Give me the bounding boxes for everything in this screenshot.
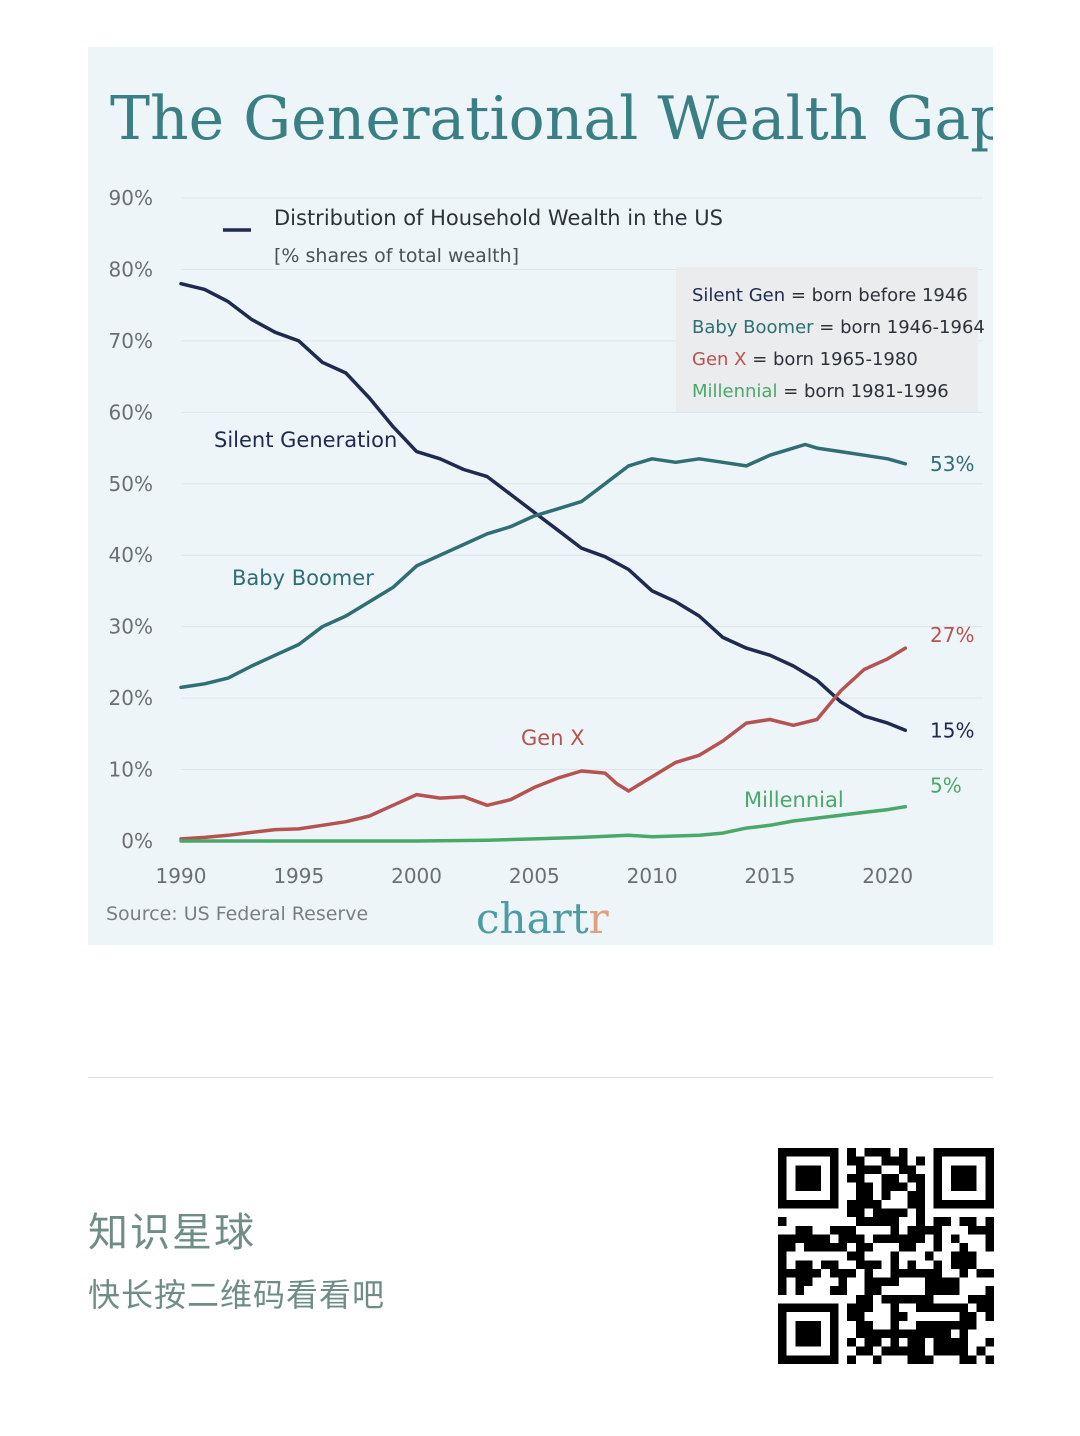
chart-card: The Generational Wealth Gap 0% 10% 20% 30% 40…: [88, 47, 993, 945]
series-end-label: 5%: [930, 774, 962, 798]
series-label: Gen X: [521, 726, 585, 750]
key-generation-years: = born 1965-1980: [746, 349, 917, 370]
y-tick-label: 20%: [109, 686, 153, 710]
y-tick-label: 80%: [109, 257, 153, 281]
key-generation-name: Silent Gen: [692, 285, 785, 306]
series-label: Silent Generation: [214, 428, 397, 452]
legend-heading: Distribution of Household Wealth in the …: [274, 206, 723, 230]
series-end-label: 53%: [930, 452, 974, 476]
series-line-baby-boomer: [179, 442, 908, 690]
y-tick-label: 50%: [109, 472, 153, 496]
x-tick-label: 2015: [744, 864, 795, 888]
key-generation-years: = born 1981-1996: [777, 381, 948, 402]
x-tick-label: 2000: [391, 864, 442, 888]
y-tick-label: 40%: [109, 543, 153, 567]
x-tick-label: 1995: [273, 864, 324, 888]
promo-title: 知识星球: [88, 1210, 256, 1256]
x-tick-label: 2010: [627, 864, 678, 888]
key-generation-name: Gen X: [692, 349, 746, 370]
promo-subtitle: 快长按二维码看看吧: [88, 1276, 386, 1314]
legend-subheading: [% shares of total wealth]: [274, 245, 519, 267]
chart-svg: The Generational Wealth Gap 0% 10% 20% 30% 40…: [106, 84, 993, 943]
series-label: Millennial: [744, 788, 844, 812]
series-line-millennial: [179, 804, 908, 843]
y-tick-label: 70%: [109, 329, 153, 353]
generation-key-entry: Millennial = born 1981-1996: [692, 381, 949, 402]
x-tick-label: 2005: [509, 864, 560, 888]
y-tick-label: 10%: [109, 758, 153, 782]
y-tick-label: 90%: [109, 186, 153, 210]
x-tick-label: 1990: [156, 864, 207, 888]
key-generation-name: Millennial: [692, 381, 777, 402]
y-tick-label: 0%: [121, 829, 153, 853]
x-tick-label: 2020: [862, 864, 913, 888]
generation-key-box: [676, 267, 978, 412]
generation-key-entry: Baby Boomer = born 1946-1964: [692, 317, 985, 338]
source-note: Source: US Federal Reserve: [106, 903, 368, 925]
series-end-label: 27%: [930, 623, 974, 647]
series-line-gen-x: [179, 646, 908, 841]
y-tick-label: 30%: [109, 615, 153, 639]
section-divider: [88, 1077, 993, 1078]
chartr-logo: chartr: [476, 894, 610, 943]
qr-code[interactable]: [778, 1148, 994, 1364]
generation-key-entry: Gen X = born 1965-1980: [692, 349, 918, 370]
y-tick-label: 60%: [109, 400, 153, 424]
series-label: Baby Boomer: [232, 566, 374, 590]
series-end-label: 15%: [930, 718, 974, 742]
key-generation-years: = born before 1946: [785, 285, 968, 306]
series-line-silent-generation: [179, 281, 908, 733]
chart-title: The Generational Wealth Gap: [110, 84, 993, 154]
key-generation-name: Baby Boomer: [692, 317, 814, 338]
key-generation-years: = born 1946-1964: [814, 317, 985, 338]
generation-key-entry: Silent Gen = born before 1946: [692, 285, 968, 306]
